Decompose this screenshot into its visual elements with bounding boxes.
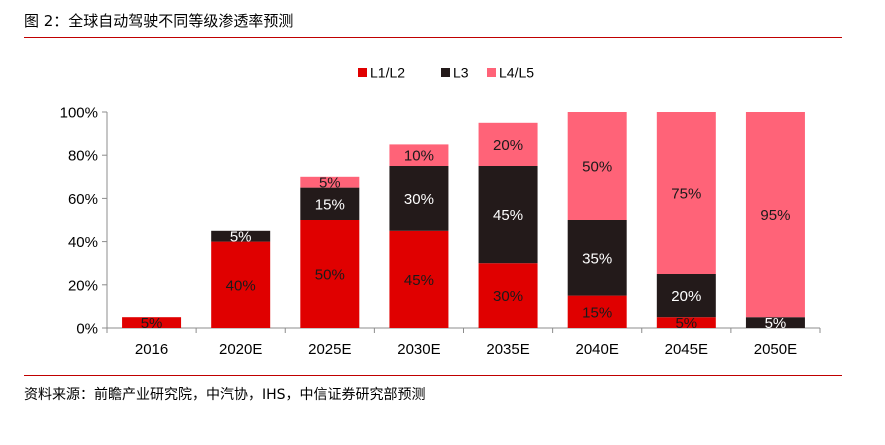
y-tick-label: 60% — [68, 191, 98, 208]
data-label-l3: 15% — [315, 196, 345, 213]
data-label-l4-l5: 20% — [493, 137, 523, 154]
x-tick-label: 2025E — [308, 341, 351, 358]
data-label-l1-l2: 40% — [226, 277, 256, 294]
bar-l1-l2 — [478, 263, 538, 328]
figure-title: 图 2：全球自动驾驶不同等级渗透率预测 — [24, 12, 294, 30]
x-tick-label: 2040E — [576, 341, 619, 358]
data-label-l1-l2: 50% — [315, 267, 345, 284]
bar-l1-l2 — [122, 317, 182, 328]
data-label-l4-l5: 50% — [582, 159, 612, 176]
bar-l3 — [656, 274, 716, 318]
y-tick-label: 80% — [68, 148, 98, 165]
chart-legend: L1/L2 L3 L4/L5 — [358, 65, 534, 81]
legend-label-l4-l5: L4/L5 — [499, 65, 534, 81]
bar-l3 — [567, 220, 627, 296]
legend-label-l1-l2: L1/L2 — [370, 65, 405, 81]
y-tick-label: 20% — [68, 277, 98, 294]
x-tick-label: 2050E — [754, 341, 797, 358]
data-label-l3: 5% — [230, 229, 252, 246]
data-label-l1-l2: 15% — [582, 304, 612, 321]
y-axis: 0% 20% 40% 60% 80% 100% — [60, 105, 108, 338]
data-label-l3: 5% — [765, 315, 787, 332]
data-label-l1-l2: 30% — [493, 288, 523, 305]
legend-swatch-l4-l5 — [487, 68, 496, 77]
title-divider — [24, 37, 842, 38]
data-label-l1-l2: 45% — [404, 272, 434, 289]
data-label-l3: 30% — [404, 191, 434, 208]
bar-l3 — [211, 230, 271, 242]
bar-series: 5% 40% 5% 50% 15% 5% 45% 30% 10% 30% 45% 20% 15% 35% 5… — [122, 112, 805, 332]
data-label-l3: 45% — [493, 207, 523, 224]
data-label-l4-l5: 75% — [671, 186, 701, 203]
x-tick-label: 2045E — [665, 341, 708, 358]
x-tick-label: 2016 — [135, 341, 168, 358]
stacked-bar-chart: L1/L2 L3 L4/L5 0% 20% 40% 60% 80% 100% 2016 2020… — [60, 65, 821, 358]
data-label-l1-l2: 5% — [141, 315, 163, 332]
data-label-l4-l5: 5% — [319, 175, 341, 192]
source-divider — [24, 375, 842, 376]
y-tick-label: 100% — [60, 105, 98, 122]
bar-l4-l5 — [567, 112, 627, 220]
bar-l3 — [745, 317, 805, 328]
data-label-l4-l5: 10% — [404, 148, 434, 165]
legend-swatch-l1-l2 — [358, 68, 367, 77]
y-tick-label: 0% — [76, 321, 98, 338]
bar-l1-l2 — [211, 241, 271, 328]
x-axis: 2016 2020E 2025E 2030E 2035E 2040E 2045E 2050E — [106, 327, 821, 358]
bar-l4-l5 — [656, 112, 716, 274]
data-label-l1-l2: 5% — [675, 315, 697, 332]
source-note: 资料来源：前瞻产业研究院，中汽协，IHS，中信证券研究部预测 — [24, 387, 426, 403]
bar-l3 — [478, 166, 538, 264]
bar-l1-l2 — [389, 230, 449, 328]
bar-l4-l5 — [389, 144, 449, 166]
bar-l1-l2 — [300, 220, 360, 328]
x-tick-label: 2030E — [397, 341, 440, 358]
bar-l1-l2 — [567, 295, 627, 328]
data-label-l4-l5: 95% — [760, 207, 790, 224]
bar-l4-l5 — [478, 122, 538, 166]
legend-label-l3: L3 — [453, 65, 469, 81]
data-label-l3: 35% — [582, 250, 612, 267]
bar-l3 — [389, 166, 449, 231]
x-tick-label: 2020E — [219, 341, 262, 358]
bar-l3 — [300, 187, 360, 220]
bar-l4-l5 — [745, 112, 805, 318]
data-label-l3: 20% — [671, 288, 701, 305]
bar-l4-l5 — [300, 176, 360, 188]
y-tick-label: 40% — [68, 234, 98, 251]
bar-l1-l2 — [656, 317, 716, 328]
x-tick-label: 2035E — [486, 341, 529, 358]
legend-swatch-l3 — [441, 68, 450, 77]
